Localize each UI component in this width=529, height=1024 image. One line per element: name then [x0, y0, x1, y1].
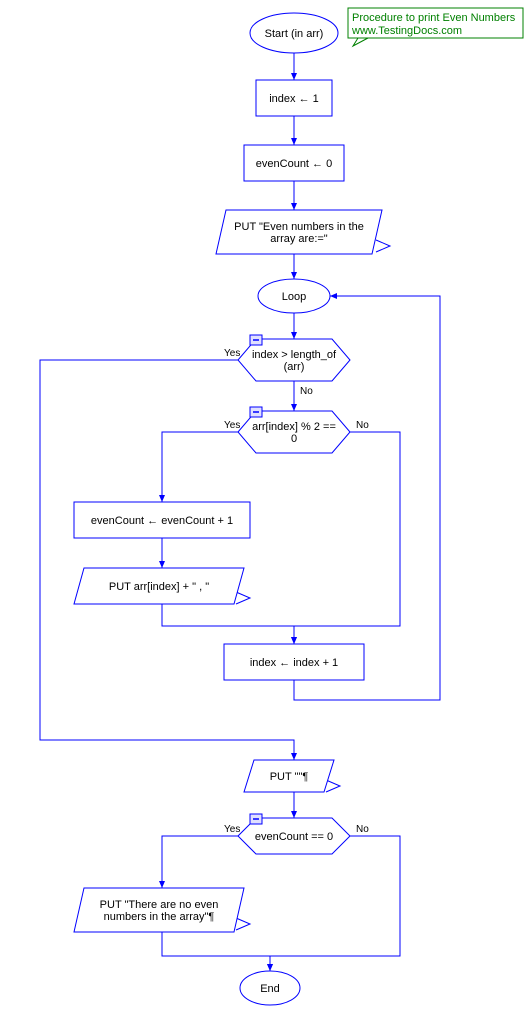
node-assign1: index ← 1	[256, 80, 332, 116]
node-end: End	[240, 971, 300, 1005]
svg-text:No: No	[356, 420, 369, 431]
node-assign3: evenCount ← evenCount + 1	[74, 502, 250, 538]
node-output1: PUT "Even numbers in thearray are:="	[216, 210, 382, 254]
node-start: Start (in arr)	[250, 13, 338, 53]
svg-text:Yes: Yes	[224, 824, 240, 835]
svg-text:PUT "There are no even: PUT "There are no even	[100, 899, 219, 911]
svg-text:www.TestingDocs.com: www.TestingDocs.com	[351, 25, 462, 37]
svg-text:index ← 1: index ← 1	[269, 93, 319, 105]
svg-text:No: No	[300, 386, 313, 397]
svg-text:PUT ""¶: PUT ""¶	[270, 771, 309, 783]
node-assign2: evenCount ← 0	[244, 145, 344, 181]
node-output4: PUT "There are no evennumbers in the arr…	[74, 888, 244, 932]
svg-text:index ← index + 1: index ← index + 1	[250, 657, 338, 669]
svg-text:array are:=": array are:="	[270, 233, 327, 245]
svg-text:evenCount ← 0: evenCount ← 0	[256, 158, 332, 170]
node-assign4: index ← index + 1	[224, 644, 364, 680]
svg-text:End: End	[260, 983, 280, 995]
node-dec3: evenCount == 0	[238, 814, 350, 854]
svg-text:Yes: Yes	[224, 348, 240, 359]
svg-text:(arr): (arr)	[284, 361, 305, 373]
svg-text:numbers in the array"¶: numbers in the array"¶	[104, 911, 215, 923]
svg-text:arr[index] % 2 ==: arr[index] % 2 ==	[252, 421, 336, 433]
node-output3: PUT ""¶	[244, 760, 334, 792]
svg-text:evenCount == 0: evenCount == 0	[255, 831, 333, 843]
node-loop: Loop	[258, 279, 330, 313]
svg-text:index > length_of: index > length_of	[252, 349, 337, 361]
svg-text:PUT "Even numbers in the: PUT "Even numbers in the	[234, 221, 364, 233]
node-output2: PUT arr[index] + " , "	[74, 568, 244, 604]
svg-text:Yes: Yes	[224, 420, 240, 431]
node-dec2: arr[index] % 2 ==0	[238, 407, 350, 453]
node-dec1: index > length_of(arr)	[238, 335, 350, 381]
svg-text:evenCount ← evenCount + 1: evenCount ← evenCount + 1	[91, 515, 233, 527]
svg-text:PUT arr[index] + " , ": PUT arr[index] + " , "	[109, 581, 209, 593]
svg-text:No: No	[356, 824, 369, 835]
svg-text:Loop: Loop	[282, 291, 306, 303]
svg-text:0: 0	[291, 433, 297, 445]
svg-text:Procedure to print Even Number: Procedure to print Even Numbers	[352, 12, 516, 24]
svg-text:Start (in arr): Start (in arr)	[265, 28, 324, 40]
